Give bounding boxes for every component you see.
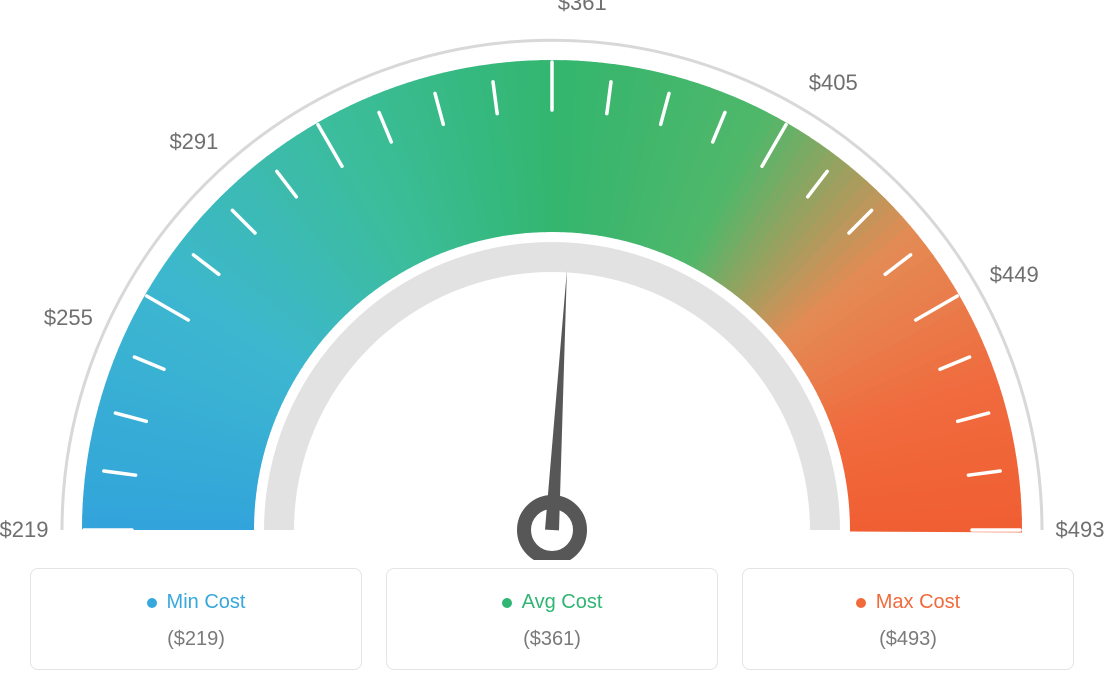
svg-text:$361: $361: [558, 0, 607, 15]
dot-icon: [502, 598, 512, 608]
legend-text-max: Max Cost: [876, 591, 960, 614]
dot-icon: [856, 598, 866, 608]
legend-text-min: Min Cost: [167, 591, 246, 614]
dot-icon: [147, 598, 157, 608]
legend-row: Min Cost ($219) Avg Cost ($361) Max Cost…: [30, 568, 1074, 670]
legend-label-avg: Avg Cost: [502, 591, 603, 614]
legend-text-avg: Avg Cost: [522, 591, 603, 614]
legend-value-avg: ($361): [397, 628, 707, 651]
legend-label-min: Min Cost: [147, 591, 246, 614]
legend-card-min: Min Cost ($219): [30, 568, 362, 670]
svg-text:$405: $405: [809, 70, 858, 95]
svg-text:$449: $449: [990, 262, 1039, 287]
svg-text:$219: $219: [0, 517, 48, 542]
svg-text:$493: $493: [1056, 517, 1104, 542]
svg-text:$255: $255: [44, 305, 93, 330]
cost-gauge: $219 $255 $291 $361 $405 $449 $493: [0, 0, 1104, 560]
legend-value-max: ($493): [753, 628, 1063, 651]
legend-card-avg: Avg Cost ($361): [386, 568, 718, 670]
legend-value-min: ($219): [41, 628, 351, 651]
legend-card-max: Max Cost ($493): [742, 568, 1074, 670]
svg-text:$291: $291: [169, 129, 218, 154]
legend-label-max: Max Cost: [856, 591, 960, 614]
